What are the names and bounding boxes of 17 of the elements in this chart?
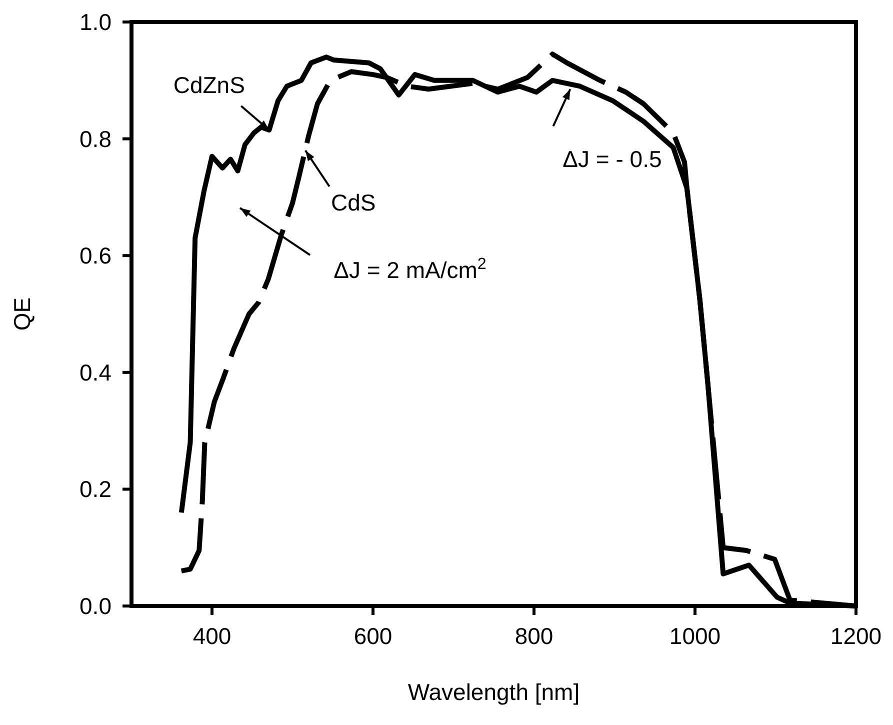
y-tick-label: 0.0 (80, 593, 112, 619)
y-tick-label: 1.0 (80, 9, 112, 35)
annotation: CdS (331, 189, 376, 216)
y-tick-label: 0.8 (80, 126, 112, 152)
y-tick-label: 0.6 (80, 242, 112, 269)
x-tick-label: 1200 (830, 623, 882, 649)
annotation: CdZnS (173, 72, 245, 98)
y-axis-title: QE (9, 297, 35, 331)
annotation: ΔJ = 2 mA/cm$^{2}$ (334, 255, 486, 283)
x-tick-label: 400 (192, 623, 232, 649)
x-tick-label: 800 (514, 623, 554, 649)
y-tick-label: 0.4 (80, 359, 112, 386)
x-tick-label: 600 (354, 623, 392, 649)
annotation: ΔJ = - 0.5 (562, 146, 662, 172)
y-tick-label: 0.2 (80, 476, 112, 502)
x-axis-title: Wavelength [nm] (408, 679, 580, 705)
x-tick-label: 1000 (669, 623, 721, 649)
